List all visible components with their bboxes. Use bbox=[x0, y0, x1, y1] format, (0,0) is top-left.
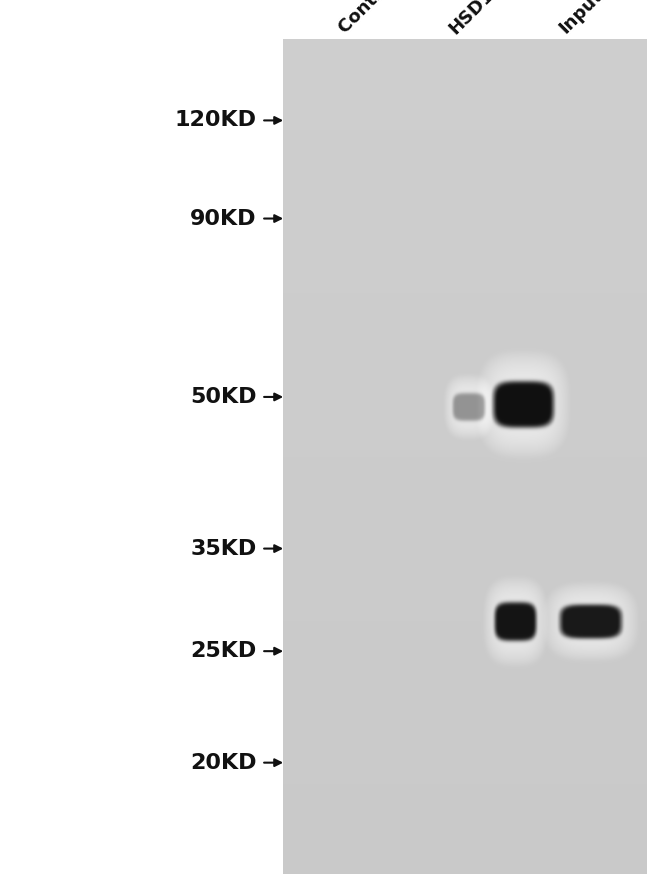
Text: Input: Input bbox=[556, 0, 606, 37]
Text: 35KD: 35KD bbox=[190, 539, 257, 558]
Text: 20KD: 20KD bbox=[190, 753, 257, 772]
Text: 90KD: 90KD bbox=[190, 209, 257, 228]
Text: 25KD: 25KD bbox=[190, 641, 257, 661]
Text: Control IgG: Control IgG bbox=[335, 0, 429, 37]
Text: 50KD: 50KD bbox=[190, 387, 257, 407]
Text: HSD17B10: HSD17B10 bbox=[445, 0, 534, 37]
Text: 120KD: 120KD bbox=[175, 111, 257, 130]
